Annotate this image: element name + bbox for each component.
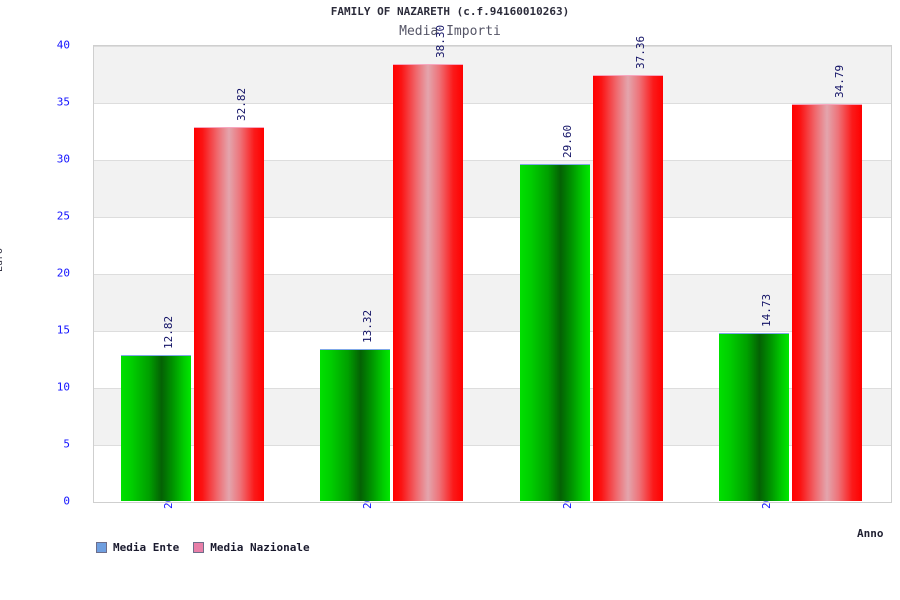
bar-value-label: 12.82 bbox=[162, 315, 176, 349]
y-tick-label: 40 bbox=[56, 38, 70, 52]
y-tick-label: 30 bbox=[56, 152, 70, 166]
bar-value-label: 34.79 bbox=[832, 65, 846, 99]
bar-media-nazionale-2018[interactable] bbox=[194, 126, 265, 501]
chart-legend: Media Ente Media Nazionale bbox=[96, 541, 310, 554]
y-tick-label: 25 bbox=[56, 209, 70, 223]
y-tick-label: 5 bbox=[63, 437, 70, 451]
gridline bbox=[94, 46, 891, 47]
legend-item-media-nazionale[interactable]: Media Nazionale bbox=[193, 541, 310, 554]
gridline bbox=[94, 445, 891, 446]
bar-media-nazionale-2021[interactable] bbox=[791, 104, 862, 501]
legend-swatch-icon bbox=[96, 542, 107, 553]
bar-value-label: 13.32 bbox=[361, 310, 375, 344]
bar-value-label: 29.60 bbox=[560, 124, 574, 158]
gridline bbox=[94, 160, 891, 161]
bar-value-label: 38.30 bbox=[434, 25, 448, 59]
y-tick-label: 35 bbox=[56, 95, 70, 109]
chart-subtitle: Media Importi bbox=[399, 24, 501, 39]
bar-value-label: 37.36 bbox=[633, 35, 647, 70]
legend-item-media-ente[interactable]: Media Ente bbox=[96, 541, 179, 554]
x-axis-title: Anno bbox=[857, 527, 884, 540]
y-tick-label: 15 bbox=[56, 323, 70, 337]
plot-band bbox=[94, 46, 891, 103]
bar-media-ente-2021[interactable] bbox=[718, 333, 789, 501]
legend-label: Media Ente bbox=[113, 541, 180, 554]
y-tick-label: 10 bbox=[56, 380, 70, 394]
bar-media-ente-2018[interactable] bbox=[121, 354, 192, 501]
bar-media-nazionale-2020[interactable] bbox=[592, 75, 663, 501]
y-tick-label: 0 bbox=[63, 494, 70, 508]
bar-value-label: 14.73 bbox=[759, 293, 773, 328]
y-axis-title: Euro bbox=[0, 247, 5, 272]
legend-swatch-icon bbox=[193, 542, 205, 553]
gridline bbox=[94, 331, 891, 332]
gridline bbox=[94, 274, 891, 275]
chart-title: FAMILY OF NAZARETH (c.f.94160010263) bbox=[330, 5, 570, 18]
bar-media-ente-2020[interactable] bbox=[519, 163, 590, 501]
bar-media-nazionale-2019[interactable] bbox=[393, 64, 464, 501]
gridline bbox=[94, 103, 891, 104]
gridline bbox=[94, 388, 891, 389]
legend-label: Media Nazionale bbox=[210, 541, 310, 554]
bar-value-label: 32.82 bbox=[235, 87, 249, 121]
y-tick-label: 20 bbox=[56, 266, 70, 280]
bar-media-ente-2019[interactable] bbox=[320, 349, 391, 501]
gridline bbox=[94, 217, 891, 218]
